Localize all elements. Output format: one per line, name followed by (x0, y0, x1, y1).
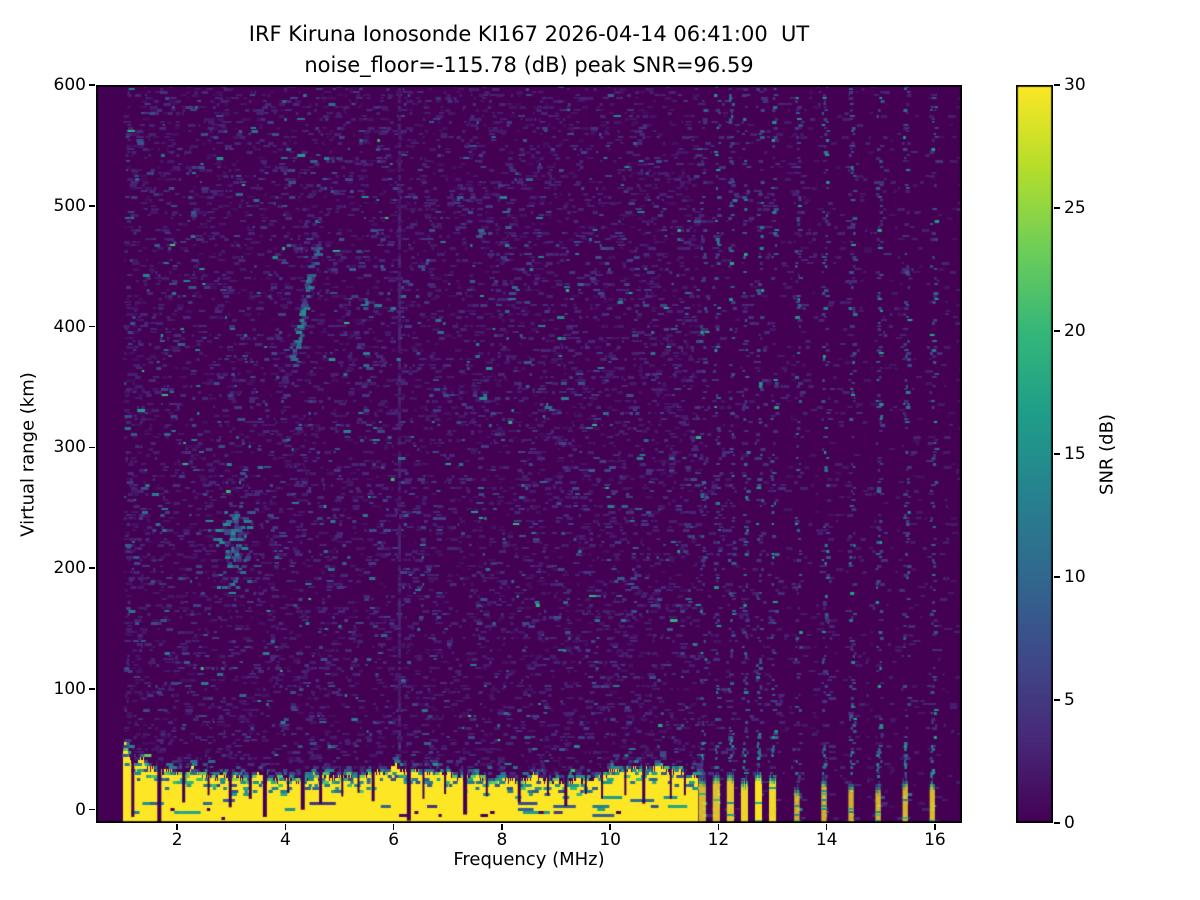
colorbar-gradient-canvas (1016, 85, 1053, 823)
chart-title-line2: noise_floor=-115.78 (dB) peak SNR=96.59 (304, 53, 754, 77)
x-axis-label: Frequency (MHz) (453, 849, 605, 870)
colorbar-tick-mark (1054, 207, 1060, 209)
y-tick-mark (89, 205, 95, 207)
chart-title-line1: IRF Kiruna Ionosonde KI167 2026-04-14 06… (248, 22, 810, 46)
x-tick-label: 2 (171, 830, 183, 850)
colorbar-tick-label: 5 (1064, 690, 1075, 710)
ionogram-heatmap-canvas (96, 85, 962, 823)
colorbar-tick-mark (1054, 453, 1060, 455)
x-tick-mark (284, 824, 287, 830)
x-tick-label: 12 (707, 830, 730, 850)
colorbar-tick-label: 15 (1064, 444, 1086, 464)
x-tick-label: 8 (496, 830, 508, 850)
colorbar-tick-mark (1054, 576, 1060, 578)
y-tick-label: 500 (53, 195, 86, 216)
x-tick-label: 16 (924, 830, 946, 850)
x-tick-label: 4 (280, 830, 291, 850)
x-tick-mark (717, 824, 720, 830)
y-tick-mark (89, 325, 95, 328)
colorbar-tick-mark (1054, 330, 1060, 332)
colorbar-tick-label: 10 (1064, 567, 1086, 587)
x-tick-mark (825, 824, 828, 830)
x-tick-label: 10 (599, 830, 621, 850)
y-tick-label: 300 (53, 437, 86, 458)
x-tick-label: 14 (815, 830, 838, 850)
y-tick-mark (89, 567, 95, 569)
colorbar-tick-mark (1054, 822, 1060, 824)
colorbar-tick-label: 30 (1064, 75, 1086, 95)
y-tick-label: 100 (53, 678, 86, 699)
x-tick-mark (176, 824, 178, 830)
colorbar-tick-mark (1054, 84, 1060, 86)
y-tick-mark (89, 688, 95, 690)
y-tick-label: 0 (75, 799, 86, 820)
x-tick-mark (392, 824, 395, 830)
y-tick-mark (89, 446, 95, 449)
colorbar-tick-label: 0 (1064, 813, 1075, 833)
colorbar-tick-label: 20 (1064, 321, 1086, 341)
y-tick-mark (89, 808, 95, 811)
y-tick-mark (89, 84, 95, 86)
x-tick-mark (501, 824, 503, 830)
x-tick-mark (934, 824, 936, 830)
colorbar-tick-mark (1054, 699, 1060, 701)
y-tick-label: 200 (53, 558, 86, 579)
colorbar-tick-label: 25 (1064, 198, 1086, 218)
x-tick-mark (609, 824, 611, 830)
y-tick-label: 600 (53, 75, 86, 95)
y-tick-label: 400 (53, 316, 86, 337)
x-tick-label: 6 (388, 830, 400, 850)
